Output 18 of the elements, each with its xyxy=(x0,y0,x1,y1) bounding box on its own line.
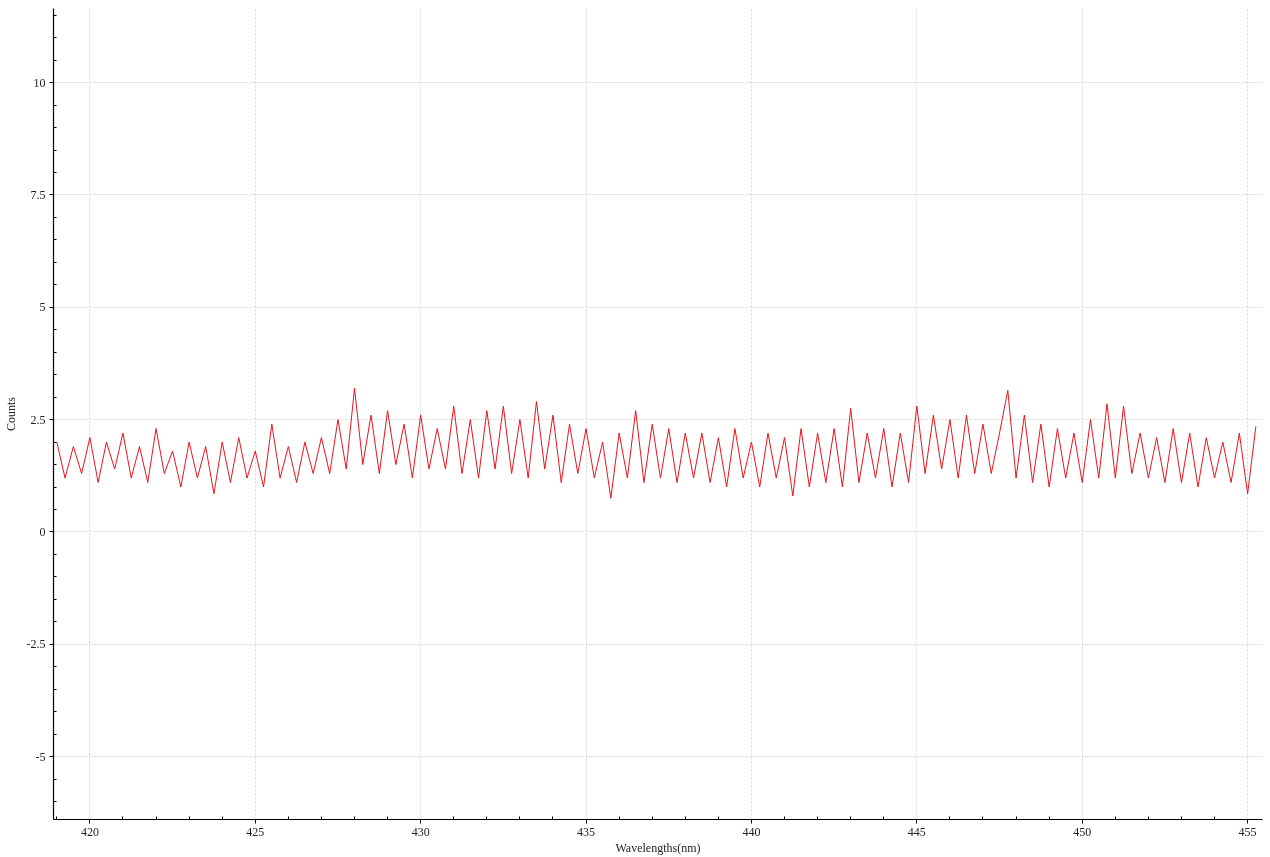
y-tick-label: 0 xyxy=(39,524,46,539)
y-tick-label: 5 xyxy=(39,300,46,315)
x-tick-label: 455 xyxy=(1238,824,1257,839)
x-tick-label: 450 xyxy=(1073,824,1092,839)
y-tick-label: -2.5 xyxy=(26,637,46,652)
x-axis-title: Wavelengths(nm) xyxy=(615,840,701,855)
y-tick-label: -5 xyxy=(35,749,46,764)
x-tick-label: 440 xyxy=(742,824,761,839)
x-tick-label: 445 xyxy=(907,824,926,839)
y-axis-title: Counts xyxy=(3,396,18,431)
y-tick-label: 10 xyxy=(33,75,46,90)
x-tick-label: 430 xyxy=(411,824,430,839)
y-tick-label: 2.5 xyxy=(30,412,46,427)
x-tick-label: 435 xyxy=(577,824,596,839)
x-tick-label: 420 xyxy=(80,824,99,839)
y-tick-label: 7.5 xyxy=(30,187,46,202)
x-tick-label: 425 xyxy=(246,824,265,839)
line-series xyxy=(56,387,1257,499)
